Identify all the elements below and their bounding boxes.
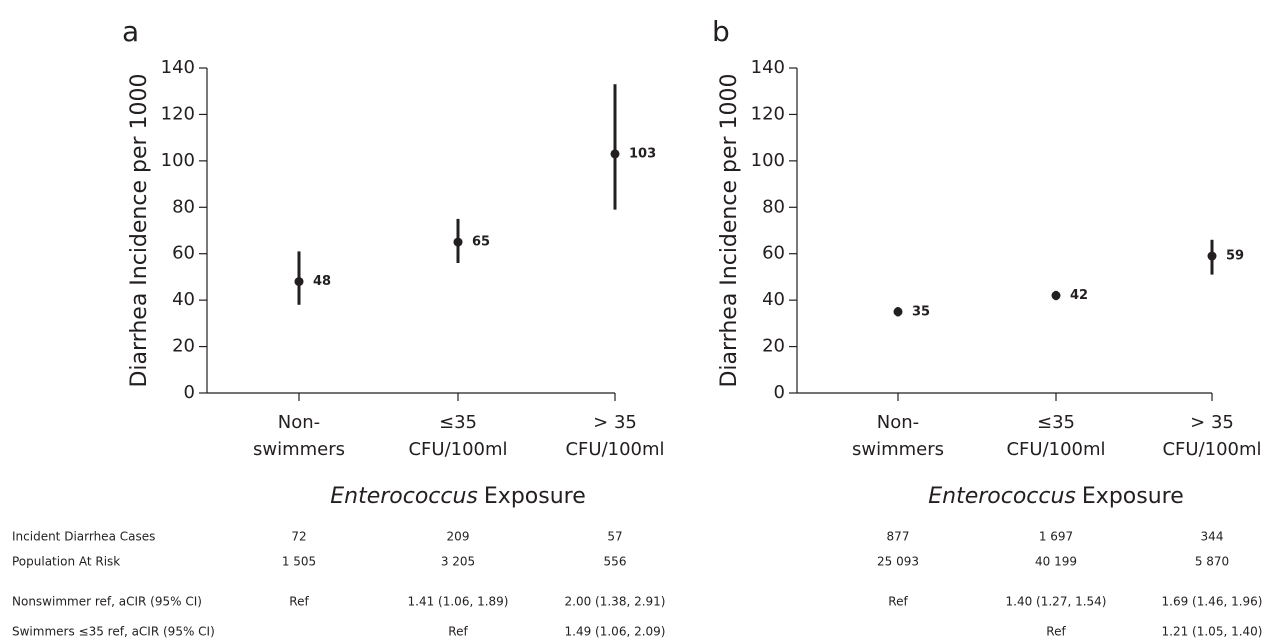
- table-cell: 1 697: [1039, 530, 1073, 544]
- point: [453, 237, 463, 247]
- y-tick-label: 20: [172, 336, 195, 357]
- table-cell: Ref: [448, 625, 468, 639]
- y-tick-label: 20: [762, 336, 785, 357]
- y-tick-label: 140: [161, 57, 195, 78]
- value-label: 65: [472, 235, 490, 250]
- value-label: 48: [313, 274, 331, 289]
- y-tick-label: 100: [161, 150, 195, 171]
- table-cell: 57: [607, 530, 622, 544]
- y-tick-label: 60: [762, 243, 785, 264]
- table-cell: 1.41 (1.06, 1.89): [408, 595, 509, 609]
- table-cell: Ref: [289, 595, 309, 609]
- y-tick-label: 120: [161, 103, 195, 124]
- table-row-label: Incident Diarrhea Cases: [12, 530, 155, 544]
- table-cell: 1 505: [282, 555, 316, 569]
- value-label: 35: [912, 304, 930, 319]
- table-cell: 344: [1201, 530, 1224, 544]
- y-axis-label: Diarrhea Incidence per 1000: [717, 73, 742, 387]
- table-cell: 1.69 (1.46, 1.96): [1162, 595, 1263, 609]
- table-cell: Ref: [888, 595, 908, 609]
- table-cell: 1.40 (1.27, 1.54): [1006, 595, 1107, 609]
- x-tick-label: CFU/100ml: [1162, 439, 1261, 460]
- table-row-label: Population At Risk: [12, 555, 120, 569]
- x-tick-label: > 35: [593, 412, 637, 433]
- table-cell: 5 870: [1195, 555, 1229, 569]
- y-tick-label: 40: [762, 289, 785, 310]
- x-axis-label: Enterococcus Exposure: [330, 484, 586, 509]
- x-axis-label: Enterococcus Exposure: [928, 484, 1184, 509]
- y-axis-label: Diarrhea Incidence per 1000: [127, 73, 152, 387]
- x-tick-label: Non-: [877, 412, 919, 433]
- y-tick-label: 60: [172, 243, 195, 264]
- point: [1051, 291, 1061, 300]
- value-label: 59: [1226, 249, 1244, 264]
- y-tick-label: 100: [751, 150, 785, 171]
- y-tick-label: 140: [751, 57, 785, 78]
- x-tick-label: swimmers: [253, 439, 345, 460]
- x-axis-label-part: Enterococcus: [928, 484, 1076, 509]
- point: [610, 149, 620, 159]
- y-tick-label: 80: [762, 196, 785, 217]
- table-cell: 556: [604, 555, 627, 569]
- table-cell: 3 205: [441, 555, 475, 569]
- table-cell: 877: [887, 530, 910, 544]
- x-tick-label: > 35: [1190, 412, 1234, 433]
- y-tick-label: 0: [774, 382, 785, 403]
- x-axis-label-part: Exposure: [484, 484, 586, 509]
- y-tick-label: 40: [172, 289, 195, 310]
- y-tick-label: 120: [751, 103, 785, 124]
- y-tick-label: 80: [172, 196, 195, 217]
- x-axis-label-part: Enterococcus: [330, 484, 478, 509]
- table-cell: Ref: [1046, 625, 1066, 639]
- panel-label: b: [712, 15, 730, 48]
- panel-label: a: [122, 15, 139, 48]
- table-cell: 2.00 (1.38, 2.91): [565, 595, 666, 609]
- x-axis-label-part: Exposure: [1082, 484, 1184, 509]
- table-cell: 209: [447, 530, 470, 544]
- x-tick-label: ≤35: [439, 412, 477, 433]
- x-tick-label: CFU/100ml: [1006, 439, 1105, 460]
- table-cell: 1.49 (1.06, 2.09): [565, 625, 666, 639]
- point: [294, 277, 304, 287]
- point: [1207, 251, 1217, 261]
- table-row-label: Nonswimmer ref, aCIR (95% CI): [12, 595, 202, 609]
- x-tick-label: Non-: [278, 412, 320, 433]
- y-tick-label: 0: [184, 382, 195, 403]
- point: [893, 307, 903, 317]
- value-label: 42: [1070, 288, 1088, 303]
- x-tick-label: CFU/100ml: [408, 439, 507, 460]
- x-tick-label: swimmers: [852, 439, 944, 460]
- table-row-label: Swimmers ≤35 ref, aCIR (95% CI): [12, 625, 215, 639]
- table-cell: 1.21 (1.05, 1.40): [1162, 625, 1263, 639]
- table-cell: 40 199: [1035, 555, 1077, 569]
- value-label: 103: [629, 146, 656, 161]
- table-cell: 25 093: [877, 555, 919, 569]
- x-tick-label: ≤35: [1037, 412, 1075, 433]
- x-tick-label: CFU/100ml: [565, 439, 664, 460]
- table-cell: 72: [291, 530, 306, 544]
